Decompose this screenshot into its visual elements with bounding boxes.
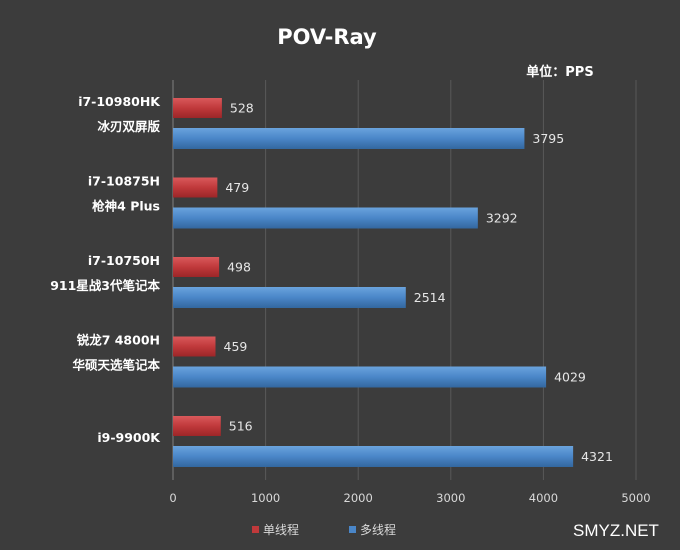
category-label: i7-10980HK bbox=[78, 94, 161, 109]
category-labels: i7-10980HK 冰刃双屏版 i7-10875H 枪神4 Plus i7-10750… bbox=[50, 94, 161, 445]
data-label: 459 bbox=[224, 339, 248, 354]
x-tick-label: 2000 bbox=[344, 491, 373, 505]
category-label: i9-9900K bbox=[97, 430, 161, 445]
x-axis-ticks: 0 1000 2000 3000 4000 5000 bbox=[169, 491, 650, 505]
unit-label: 单位：PPS bbox=[526, 64, 593, 80]
bar-single-thread bbox=[173, 98, 222, 118]
bar-multi-thread bbox=[173, 446, 574, 467]
data-label: 479 bbox=[225, 180, 249, 195]
legend: 单线程 多线程 bbox=[252, 522, 396, 537]
legend-label-multi-thread: 多线程 bbox=[360, 522, 396, 537]
data-label: 3292 bbox=[486, 211, 518, 226]
chart-title: POV-Ray bbox=[277, 25, 377, 49]
bar-multi-thread bbox=[173, 207, 478, 229]
data-label: 4321 bbox=[581, 449, 613, 464]
bar-single-thread bbox=[173, 336, 216, 357]
data-label: 498 bbox=[227, 260, 251, 275]
legend-label-single-thread: 单线程 bbox=[263, 522, 299, 537]
bar-single-thread bbox=[173, 177, 218, 198]
category-label: 911星战3代笔记本 bbox=[50, 278, 160, 293]
bar-multi-thread bbox=[173, 366, 547, 388]
bars bbox=[173, 98, 574, 467]
category-label: i7-10875H bbox=[88, 174, 160, 189]
data-label: 528 bbox=[230, 101, 254, 116]
data-label: 2514 bbox=[414, 290, 446, 305]
x-tick-label: 5000 bbox=[621, 491, 650, 505]
bar-multi-thread bbox=[173, 287, 406, 308]
legend-swatch-multi-thread bbox=[349, 526, 356, 533]
data-label: 516 bbox=[229, 419, 253, 434]
x-tick-label: 1000 bbox=[251, 491, 280, 505]
bar-single-thread bbox=[173, 257, 220, 277]
category-label: 华硕天选笔记本 bbox=[72, 358, 160, 373]
x-tick-label: 3000 bbox=[436, 491, 465, 505]
category-label: 枪神4 Plus bbox=[92, 199, 160, 214]
x-tick-label: 0 bbox=[169, 491, 176, 505]
data-labels: 528 3795 479 3292 498 2514 459 4029 516 4321 bbox=[224, 101, 613, 465]
data-label: 4029 bbox=[554, 370, 586, 385]
data-label: 3795 bbox=[532, 131, 564, 146]
bar-single-thread bbox=[173, 416, 221, 436]
bar-multi-thread bbox=[173, 128, 525, 149]
legend-swatch-single-thread bbox=[252, 526, 259, 533]
watermark: SMYZ.NET bbox=[573, 521, 659, 540]
category-label: 锐龙7 4800H bbox=[77, 333, 160, 348]
x-tick-label: 4000 bbox=[529, 491, 558, 505]
category-label: i7-10750H bbox=[88, 253, 160, 268]
category-label: 冰刃双屏版 bbox=[97, 119, 160, 134]
